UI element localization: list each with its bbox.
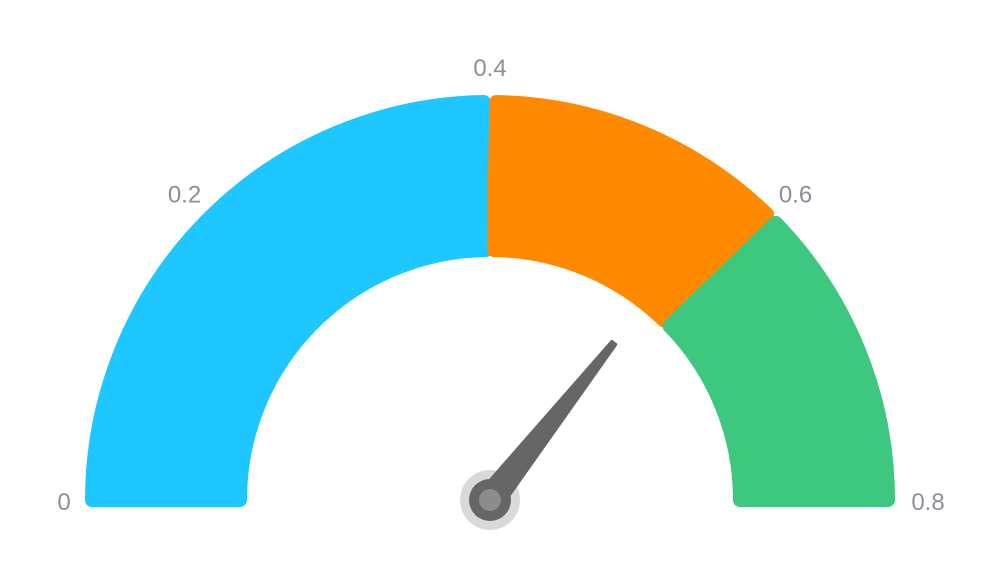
tick-label-1: 0.2 (168, 182, 201, 209)
tick-label-4: 0.8 (911, 489, 944, 516)
gauge-band-2 (662, 216, 895, 507)
gauge-bands (85, 95, 895, 507)
needle-hub-center (479, 489, 501, 511)
gauge-tick-labels: 0 0.2 0.4 0.6 0.8 (57, 55, 944, 516)
tick-label-2: 0.4 (473, 55, 506, 82)
tick-label-3: 0.6 (779, 182, 812, 209)
tick-label-0: 0 (57, 489, 70, 516)
gauge-band-0 (85, 95, 494, 507)
gauge-needle-group (460, 339, 618, 530)
gauge-band-1 (486, 95, 774, 328)
